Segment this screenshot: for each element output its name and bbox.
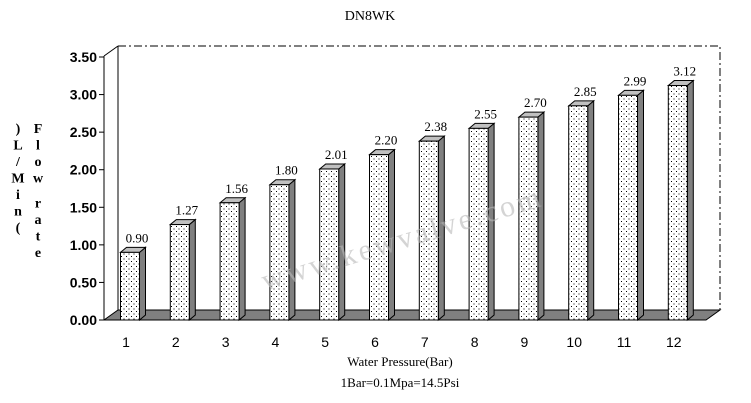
- y-label-char: /: [15, 155, 21, 170]
- x-tick-label: 2: [172, 334, 180, 350]
- y-label-char: e: [35, 246, 41, 261]
- chart-subtitle: 1Bar=0.1Mpa=14.5Psi: [341, 375, 460, 390]
- bar-front: [468, 127, 489, 321]
- bar-front: [667, 85, 688, 321]
- bar: 2.55: [467, 106, 497, 322]
- bar-value-label: 2.55: [474, 106, 497, 121]
- y-axis-depth: [103, 45, 119, 57]
- bar: 3.12: [666, 64, 696, 322]
- bar-front: [269, 184, 290, 321]
- bar-value-label: 2.70: [524, 95, 547, 110]
- x-tick-label: 1: [122, 334, 130, 350]
- watermark: www.kewvalve.com: [257, 180, 547, 297]
- y-label-char: ): [16, 122, 21, 137]
- x-tick-label: 8: [471, 334, 479, 350]
- bar-side: [188, 218, 196, 322]
- x-tick-label: 10: [566, 334, 582, 350]
- chart-floor: [102, 309, 722, 321]
- bar: 1.27: [168, 203, 199, 322]
- bar-front: [568, 105, 589, 321]
- bar: 2.99: [617, 73, 647, 322]
- bar-side: [637, 89, 644, 322]
- bar-side: [686, 79, 694, 322]
- bar: 2.01: [318, 147, 348, 322]
- bar-front: [120, 251, 140, 321]
- x-tick-label: 5: [321, 334, 329, 350]
- y-label-char: w: [33, 172, 44, 187]
- bar-front: [219, 202, 240, 321]
- y-label-char: n: [14, 205, 22, 220]
- y-tick-label: 0.00: [70, 312, 97, 328]
- bar-value-label: 1.56: [225, 181, 248, 196]
- bar-value-label: 2.99: [624, 73, 647, 88]
- y-tick-label: 0.50: [70, 274, 97, 290]
- bar: 2.70: [517, 95, 547, 322]
- y-tick-label: 1.50: [70, 199, 97, 215]
- chart-title: DN8WK: [345, 9, 396, 24]
- bar: 1.80: [268, 163, 298, 322]
- bar: 1.56: [218, 181, 248, 322]
- y-tick-label: 3.00: [70, 87, 97, 103]
- y-label-char: L: [13, 139, 22, 154]
- y-tick-label: 2.50: [70, 124, 97, 140]
- bar-side: [139, 246, 146, 322]
- bar-side: [238, 196, 246, 322]
- y-tick-label: 3.50: [70, 49, 97, 65]
- bar-value-label: 0.90: [126, 230, 149, 245]
- bar-front: [518, 116, 539, 321]
- bar-side: [587, 99, 595, 322]
- bar-front: [369, 154, 389, 321]
- y-label-char: o: [35, 155, 42, 170]
- bar-value-label: 1.80: [275, 163, 298, 178]
- bar: 2.20: [368, 133, 398, 322]
- x-tick-label: 4: [272, 334, 280, 350]
- x-axis-label: Water Pressure(Bar): [347, 354, 452, 369]
- bar-front: [618, 94, 638, 321]
- bar: 0.90: [119, 230, 149, 322]
- y-label-char: t: [36, 229, 41, 244]
- x-tick-label: 9: [521, 334, 529, 350]
- bar-front: [319, 168, 340, 321]
- y-label-char: (: [16, 221, 21, 236]
- y-tick-label: 1.00: [70, 237, 97, 253]
- y-tick-label: 2.00: [70, 162, 97, 178]
- bar-side: [288, 178, 296, 322]
- x-tick-label: 11: [617, 334, 632, 350]
- y-label-char: r: [35, 196, 41, 211]
- bar: 2.85: [567, 84, 597, 322]
- y-axis-unit-label: ) L/ Min(: [11, 122, 24, 236]
- bar-value-label: 2.01: [325, 147, 348, 162]
- bar-front: [418, 140, 439, 321]
- y-label-char: a: [35, 213, 42, 228]
- x-tick-label: 12: [666, 334, 682, 350]
- bar-side: [537, 111, 545, 322]
- bar-value-label: 2.20: [375, 133, 398, 148]
- y-label-char: i: [16, 188, 20, 203]
- x-tick-label: 7: [421, 334, 429, 350]
- bar-value-label: 2.85: [574, 84, 597, 99]
- x-tick-label: 6: [371, 334, 379, 350]
- y-label-char: F: [34, 122, 43, 137]
- bar-front: [169, 224, 190, 321]
- bar-value-label: 2.38: [424, 119, 447, 134]
- y-label-char: l: [36, 139, 40, 154]
- bar-value-label: 3.12: [673, 64, 696, 79]
- bar: 2.38: [417, 119, 447, 322]
- bar-value-label: 1.27: [175, 203, 198, 218]
- x-tick-label: 3: [222, 334, 230, 350]
- y-label-char: M: [11, 172, 24, 187]
